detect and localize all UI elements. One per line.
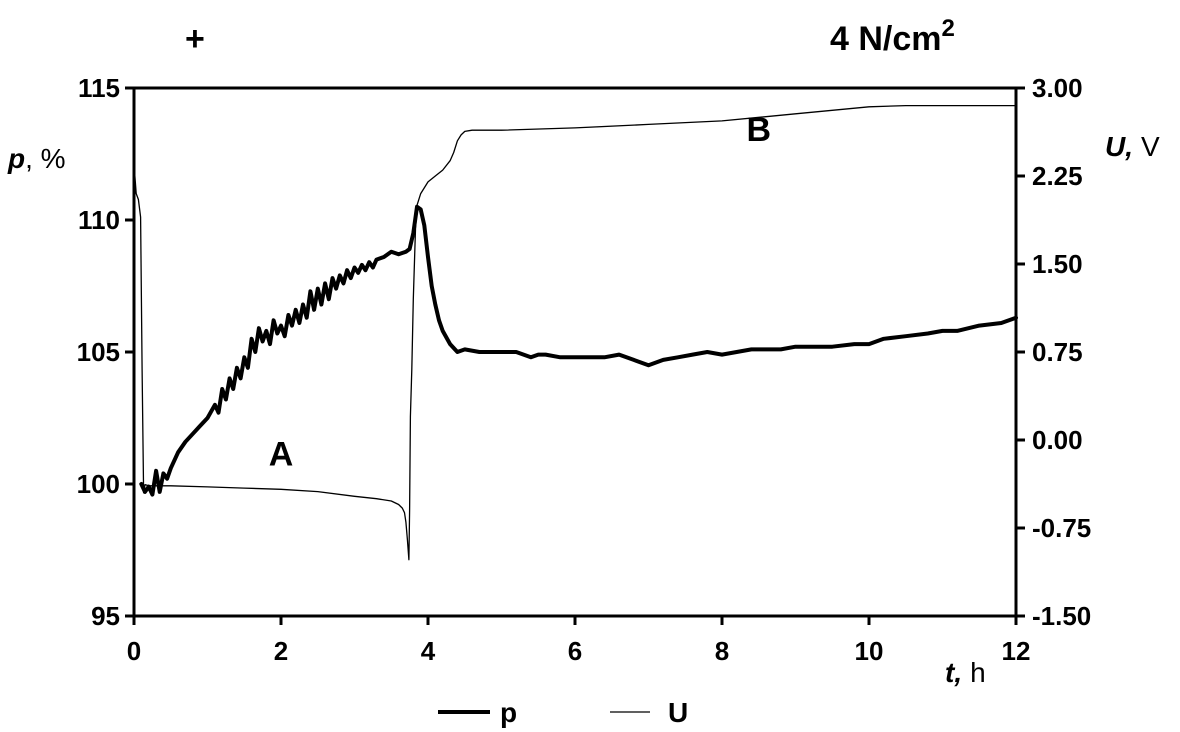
series-layer	[133, 104, 1018, 561]
y-right-var: U,	[1105, 131, 1133, 162]
annotation-B: B	[746, 111, 771, 149]
y-right-axis-title: U, V	[1105, 131, 1160, 162]
x-tick-label: 2	[274, 636, 288, 666]
legend-label-U: U	[668, 697, 688, 728]
chart-title-sup: 2	[942, 15, 955, 42]
x-var: t,	[945, 657, 962, 688]
axes: 0 2 4 6 8 10 12 95 100 105 110 115 -1.50 -0.75 0.00 0.7…	[77, 73, 1092, 666]
y-left-tick-label: 115	[78, 73, 120, 103]
x-tick-label: 4	[421, 636, 436, 666]
x-tick-label: 8	[715, 636, 729, 666]
plot-frame	[132, 86, 1018, 618]
x-tick-label: 6	[568, 636, 582, 666]
legend-label-p: p	[500, 697, 517, 728]
x-tick-label: 12	[1002, 636, 1031, 666]
y-right-tick-label: 0.75	[1032, 337, 1083, 367]
y-left-tick-label: 110	[78, 205, 120, 235]
y-left-unit: , %	[25, 143, 65, 174]
y-left-tick-label: 105	[77, 337, 120, 367]
y-right-tick-label: 3.00	[1032, 73, 1083, 103]
y-right-tick-label: -0.75	[1032, 513, 1091, 543]
x-unit: h	[970, 657, 986, 688]
annotation-A: A	[269, 436, 294, 474]
y-left-axis-title: p, %	[7, 143, 66, 174]
annotations: AB	[269, 111, 771, 474]
y-left-tick-label: 100	[77, 469, 120, 499]
series-line-p	[139, 204, 1018, 497]
y-right-tick-label: -1.50	[1032, 601, 1091, 631]
x-axis-title: t, h	[945, 657, 986, 688]
corner-symbol: +	[185, 20, 205, 58]
y-right-unit: V	[1141, 131, 1160, 162]
x-tick-label: 0	[127, 636, 141, 666]
y-right-tick-label: 0.00	[1032, 425, 1083, 455]
y-right-tick-label: 2.25	[1032, 161, 1083, 191]
y-right-tick-label: 1.50	[1032, 249, 1083, 279]
chart-title-main: 4 N/cm	[830, 20, 942, 58]
chart-title: 4 N/cm2	[830, 15, 955, 58]
y-left-var: p	[7, 143, 25, 174]
x-tick-label: 10	[855, 636, 884, 666]
y-left-tick-label: 95	[91, 601, 120, 631]
series-line-U	[133, 104, 1017, 561]
